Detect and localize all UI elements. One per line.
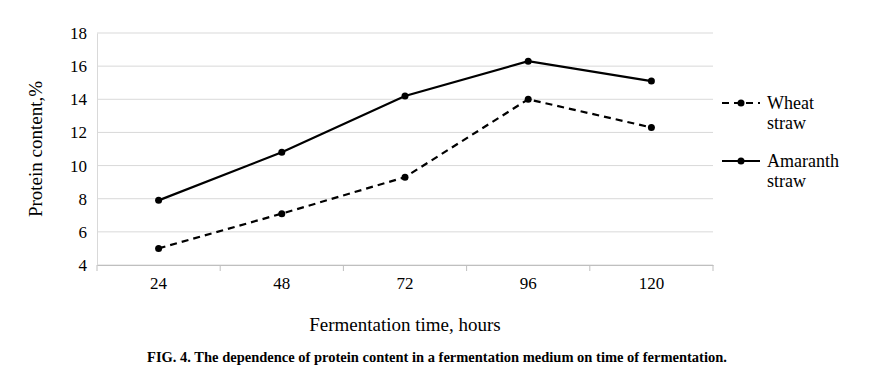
x-tick: 48	[273, 265, 290, 293]
x-tick-label: 96	[520, 274, 537, 293]
y-tick: 14	[70, 90, 97, 109]
series-point	[525, 58, 532, 65]
x-band-tick	[466, 265, 467, 271]
x-band-tick	[713, 265, 714, 271]
x-band-tick	[220, 265, 221, 271]
series-line	[159, 61, 652, 200]
y-tick: 10	[70, 157, 97, 176]
x-tick: 72	[397, 265, 414, 293]
chart-title: FIG. 4. The dependence of protein conten…	[147, 349, 727, 365]
chart-container: 4 6 8 10 12 14 16 18 24 48 72 96 120 Wheatstraw Amaran…	[0, 0, 873, 378]
plot-area: 4 6 8 10 12 14 16 18 24 48 72 96 120	[70, 24, 714, 293]
y-tick: 18	[70, 24, 97, 43]
y-tick-label: 18	[70, 24, 87, 43]
x-axis-line	[98, 265, 714, 266]
x-tick: 120	[639, 265, 665, 293]
grid-line	[97, 66, 713, 67]
y-tick: 8	[79, 190, 98, 209]
series-point	[278, 149, 285, 156]
x-axis: 24 48 72 96 120	[97, 265, 714, 293]
y-tick-label: 6	[79, 223, 88, 242]
x-band-ticks	[97, 265, 713, 271]
legend: Wheatstraw Amaranthstraw	[722, 93, 839, 191]
x-band-tick	[589, 265, 590, 271]
grid-line	[97, 231, 713, 232]
y-tick: 6	[79, 223, 98, 242]
grid-line	[97, 165, 713, 166]
legend-item: Amaranthstraw	[722, 151, 839, 191]
y-tick-label: 16	[70, 57, 87, 76]
series-point	[402, 92, 409, 99]
x-band-tick	[343, 265, 344, 271]
y-tick: 16	[70, 57, 97, 76]
y-tick-label: 8	[79, 190, 88, 209]
y-tick-label: 10	[70, 157, 87, 176]
x-tick-label: 72	[397, 274, 414, 293]
x-band-tick	[97, 265, 98, 271]
series-line	[159, 99, 652, 248]
series-point	[155, 197, 162, 204]
x-tick: 96	[520, 265, 537, 293]
x-tick-label: 120	[639, 274, 665, 293]
legend-marker	[738, 158, 745, 165]
legend-label: Wheatstraw	[767, 93, 814, 133]
grid-line	[97, 33, 713, 34]
series-point	[402, 174, 409, 181]
legend-marker	[738, 100, 745, 107]
legend-label: Amaranthstraw	[767, 151, 839, 191]
x-axis-title: Fermentation time, hours	[309, 314, 501, 335]
x-tick-label: 24	[150, 274, 168, 293]
series-point	[648, 124, 655, 131]
grid-line	[97, 198, 713, 199]
y-axis-line	[97, 34, 98, 266]
y-tick: 4	[79, 256, 98, 275]
grid	[97, 33, 713, 265]
series-point	[278, 210, 285, 217]
grid-line	[97, 265, 713, 266]
y-tick: 12	[70, 123, 97, 142]
x-tick-label: 48	[273, 274, 290, 293]
y-tick-label: 12	[70, 123, 87, 142]
x-tick: 24	[150, 265, 168, 293]
grid-line	[97, 132, 713, 133]
legend-item: Wheatstraw	[722, 93, 814, 133]
series-point	[648, 78, 655, 85]
y-axis: 4 6 8 10 12 14 16 18	[70, 24, 98, 275]
y-tick-label: 4	[79, 256, 88, 275]
series-point	[525, 96, 532, 103]
chart: 4 6 8 10 12 14 16 18 24 48 72 96 120 Wheatstraw Amaran…	[0, 0, 873, 378]
series-group	[155, 58, 655, 252]
y-tick-label: 14	[70, 90, 88, 109]
series-point	[155, 245, 162, 252]
y-axis-title: Protein content,%	[25, 81, 46, 217]
